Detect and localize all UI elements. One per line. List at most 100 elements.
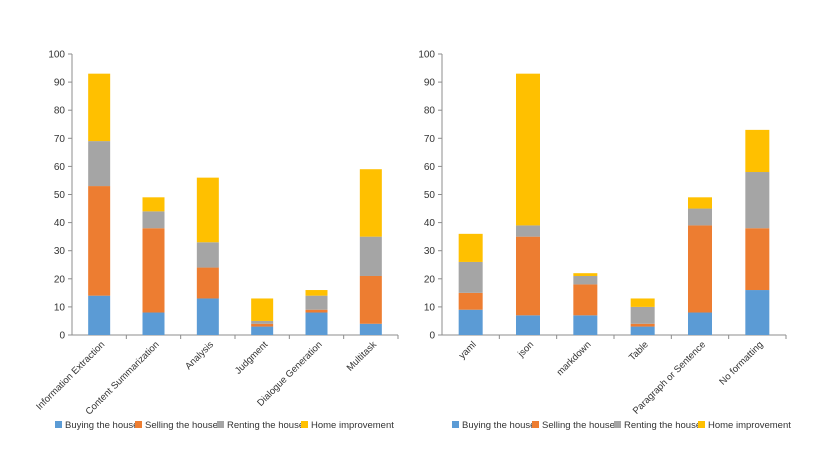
- legend-swatch: [532, 421, 539, 428]
- bar-segment-renting-the-house: [196, 242, 219, 268]
- bar-segment-buying-the-house: [88, 295, 111, 335]
- bar-segment-home-improvement: [688, 197, 712, 209]
- x-tick-label: Table: [627, 339, 651, 363]
- bar-segment-home-improvement: [88, 73, 111, 142]
- bar-segment-renting-the-house: [688, 208, 712, 226]
- legend-swatch: [301, 421, 308, 428]
- bar-segment-selling-the-house: [458, 292, 483, 310]
- y-tick-label: 60: [54, 162, 66, 173]
- bar-segment-buying-the-house: [196, 298, 219, 335]
- bar-segment-buying-the-house: [142, 312, 165, 335]
- bar-segment-buying-the-house: [516, 315, 540, 335]
- bar-segment-renting-the-house: [359, 236, 382, 276]
- x-tick-label: json: [515, 339, 536, 360]
- bar-segment-selling-the-house: [573, 284, 598, 316]
- y-tick-label: 70: [424, 134, 436, 145]
- bar-segment-home-improvement: [630, 298, 655, 307]
- bar-segment-selling-the-house: [142, 228, 165, 313]
- legend-label: Selling the house: [145, 420, 218, 431]
- bar-segment-selling-the-house: [516, 236, 540, 316]
- bar-segment-renting-the-house: [142, 211, 165, 229]
- y-tick-label: 30: [54, 246, 66, 257]
- y-tick-label: 10: [54, 302, 66, 313]
- legend-swatch: [135, 421, 142, 428]
- bar-segment-buying-the-house: [359, 323, 382, 335]
- legend-label: Home improvement: [311, 420, 394, 431]
- bar-segment-renting-the-house: [516, 225, 540, 237]
- y-tick-label: 80: [54, 106, 66, 117]
- x-tick-label: Analysis: [183, 339, 216, 372]
- bar-segment-selling-the-house: [745, 228, 770, 291]
- bar-segment-renting-the-house: [88, 141, 111, 187]
- legend-label: Buying the house: [462, 420, 535, 431]
- y-tick-label: 70: [54, 134, 66, 145]
- bar-segment-home-improvement: [305, 290, 328, 296]
- y-tick-label: 0: [429, 331, 435, 342]
- bar-segment-selling-the-house: [688, 225, 712, 313]
- y-tick-label: 100: [418, 50, 435, 61]
- bar-segment-renting-the-house: [458, 261, 483, 293]
- y-tick-label: 90: [424, 78, 436, 89]
- legend-swatch: [55, 421, 62, 428]
- chart-panel-2: 0 10 20 30 40 50 60 70 80 90 100 yaml json markdown Ta…: [418, 50, 791, 432]
- y-tick-label: 40: [424, 218, 436, 229]
- x-tick-label: No formatting: [717, 339, 765, 387]
- legend-label: Selling the house: [542, 420, 615, 431]
- y-tick-label: 50: [424, 190, 436, 201]
- bar-segment-selling-the-house: [88, 186, 111, 296]
- bar-segment-buying-the-house: [305, 312, 328, 335]
- bar-segment-selling-the-house: [196, 267, 219, 299]
- bar-segment-buying-the-house: [573, 315, 598, 335]
- legend-label: Home improvement: [708, 420, 791, 431]
- bar-segment-home-improvement: [359, 169, 382, 237]
- bar-segment-renting-the-house: [745, 172, 770, 229]
- y-tick-label: 80: [424, 106, 436, 117]
- bar-segment-home-improvement: [573, 273, 598, 276]
- y-tick-label: 0: [59, 331, 65, 342]
- y-tick-label: 20: [424, 274, 436, 285]
- legend: Buying the house Selling the house Renting…: [55, 420, 394, 431]
- bar-segment-selling-the-house: [359, 275, 382, 324]
- bar-segment-selling-the-house: [305, 309, 328, 313]
- x-tick-label: Multitask: [345, 339, 379, 373]
- y-tick-label: 60: [424, 162, 436, 173]
- bar-segment-buying-the-house: [688, 312, 712, 335]
- bar-segment-home-improvement: [516, 73, 540, 226]
- x-tick-label: yaml: [457, 339, 479, 361]
- bar-segment-home-improvement: [745, 129, 770, 173]
- bar-segment-home-improvement: [196, 177, 219, 243]
- bar-segment-buying-the-house: [251, 326, 274, 335]
- legend-label: Renting the house: [227, 420, 304, 431]
- legend-swatch: [614, 421, 621, 428]
- bar-segment-selling-the-house: [630, 323, 655, 327]
- bar-segment-buying-the-house: [630, 326, 655, 335]
- legend-swatch: [217, 421, 224, 428]
- bar-segment-renting-the-house: [630, 306, 655, 324]
- bar-segment-home-improvement: [251, 298, 274, 321]
- bar-segment-buying-the-house: [458, 309, 483, 335]
- bar-segment-renting-the-house: [305, 295, 328, 310]
- x-tick-label: Judgment: [233, 339, 271, 377]
- bar-segment-renting-the-house: [573, 275, 598, 285]
- y-tick-label: 10: [424, 302, 436, 313]
- y-tick-label: 50: [54, 190, 66, 201]
- bar-segment-renting-the-house: [251, 320, 274, 324]
- legend-swatch: [452, 421, 459, 428]
- legend: Buying the house Selling the house Renting…: [452, 420, 791, 431]
- y-tick-label: 100: [48, 50, 65, 61]
- legend-label: Renting the house: [624, 420, 701, 431]
- bar-segment-home-improvement: [142, 197, 165, 212]
- bar-segment-home-improvement: [458, 233, 483, 262]
- bar-segment-selling-the-house: [251, 323, 274, 327]
- bar-segment-buying-the-house: [745, 290, 770, 335]
- y-tick-label: 90: [54, 78, 66, 89]
- y-tick-label: 30: [424, 246, 436, 257]
- legend-swatch: [698, 421, 705, 428]
- legend-label: Buying the house: [65, 420, 138, 431]
- y-tick-label: 20: [54, 274, 66, 285]
- y-tick-label: 40: [54, 218, 66, 229]
- x-tick-label: markdown: [555, 339, 594, 378]
